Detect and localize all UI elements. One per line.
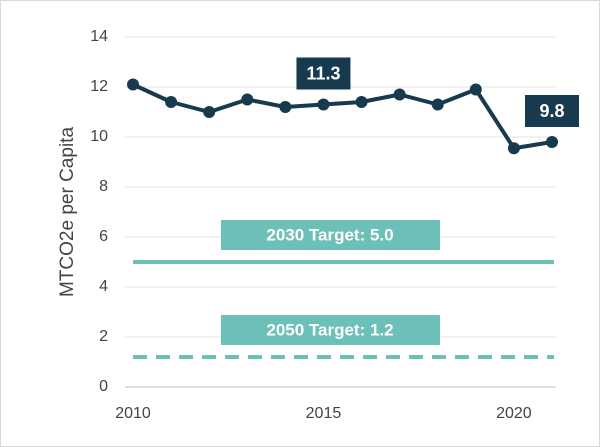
data-point: [241, 93, 254, 106]
target-label: 2050 Target: 1.2: [266, 320, 393, 339]
data-point: [165, 96, 178, 108]
target-label-box: [221, 315, 440, 345]
y-tick-label: 12: [90, 78, 108, 95]
y-tick-label: 6: [99, 228, 108, 245]
value-label-box: [296, 57, 351, 90]
target-label-box: [221, 220, 440, 250]
data-point: [279, 101, 292, 113]
target-label: 2030 Target: 5.0: [266, 225, 393, 244]
data-point: [393, 88, 406, 101]
data-point: [317, 98, 330, 111]
y-tick-label: 2: [99, 328, 108, 345]
value-label-box: [525, 95, 579, 127]
x-tick-label: 2020: [496, 405, 532, 422]
y-tick-label: 14: [90, 28, 108, 45]
y-tick-label: 10: [90, 128, 108, 145]
value-label: 9.8: [539, 101, 564, 121]
x-tick-label: 2010: [115, 405, 151, 422]
series-line: [132, 82, 553, 151]
data-point: [507, 142, 520, 155]
data-point: [127, 78, 139, 91]
y-tick-label: 0: [99, 378, 108, 395]
x-tick-label: 2015: [306, 405, 342, 422]
data-point: [203, 106, 216, 118]
y-axis-title: MTCO2e per Capita: [57, 127, 78, 297]
data-point: [469, 83, 482, 96]
y-tick-label: 4: [99, 278, 108, 295]
data-point: [355, 96, 368, 108]
value-label: 11.3: [306, 63, 340, 83]
y-tick-label: 8: [99, 178, 108, 195]
data-point: [546, 136, 558, 148]
data-point: [431, 98, 444, 111]
